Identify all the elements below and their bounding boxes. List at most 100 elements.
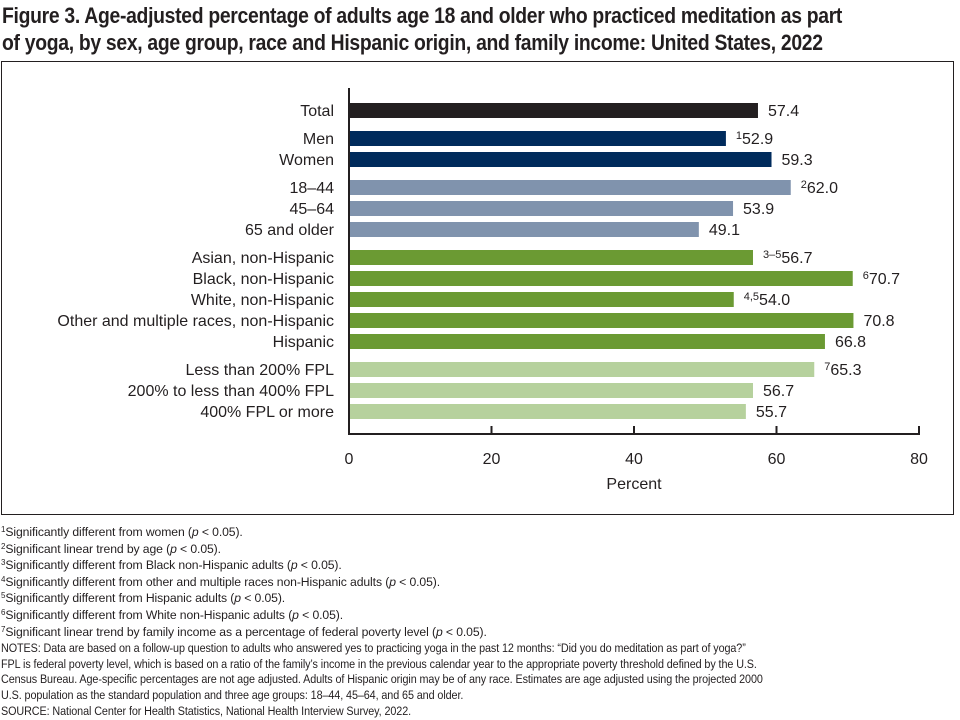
- category-label-400-fpl-or-more: 400% FPL or more: [200, 404, 334, 421]
- bar-65-and-older: [350, 222, 699, 237]
- category-label-18-44: 18–44: [290, 180, 335, 197]
- footnote-mark: 1: [1, 525, 6, 534]
- bar-other-and-multiple-races-non-hispanic: [350, 313, 854, 328]
- footnotes-block: 1Significantly different from women (p <…: [1, 525, 862, 719]
- p-symbol: p: [292, 607, 299, 622]
- footnote-text: < 0.05).: [442, 624, 487, 639]
- footnote-mark: 5: [1, 591, 6, 601]
- value-label-white-non-hispanic: 4,554.0: [744, 291, 791, 309]
- footnote-marker: 1: [736, 130, 742, 142]
- footnote-text: Significantly different from Hispanic ad…: [5, 591, 235, 606]
- footnote-mark: 6: [1, 607, 6, 617]
- footnote-text: Significantly different from women (: [5, 525, 192, 539]
- p-symbol: p: [234, 591, 241, 606]
- footnote-text: < 0.05).: [395, 574, 441, 589]
- footnote-text: < 0.05).: [297, 558, 342, 573]
- bar-chart: Total 57.4 Men 152.9 Women 59.3 18–44 262.0 45–6…: [57, 88, 928, 493]
- bar-white-non-hispanic: [350, 292, 734, 307]
- footnote-1: 1Significantly different from women (p <…: [1, 525, 862, 542]
- source-line: SOURCE: National Center for Health Stati…: [1, 703, 412, 718]
- bar-45-64: [350, 201, 734, 216]
- x-tick-label-40: 40: [625, 451, 643, 468]
- bar-black-non-hispanic: [350, 271, 853, 286]
- bar-200-to-less-than-400-fpl: [350, 383, 753, 398]
- category-label-45-64: 45–64: [290, 201, 335, 218]
- p-symbol: p: [170, 541, 177, 556]
- x-tick-label-0: 0: [345, 451, 354, 468]
- notes-list: NOTES: Data are based on a follow-up que…: [1, 641, 862, 719]
- footnote-mark: 2: [1, 541, 6, 551]
- footnote-text: Significantly different from Black non-H…: [5, 558, 291, 573]
- footnote-4: 4Significantly different from other and …: [1, 575, 862, 592]
- footnote-text: Significantly different from White non-H…: [5, 607, 293, 622]
- value-text: 62.0: [807, 180, 838, 197]
- value-text: 70.7: [869, 271, 900, 288]
- footnote-3: 3Significantly different from Black non-…: [1, 558, 862, 575]
- x-tick-label-80: 80: [910, 451, 928, 468]
- value-label-women: 59.3: [782, 152, 813, 169]
- footnote-text: Significantly different from other and m…: [5, 574, 390, 589]
- footnote-7: 7Significant linear trend by family inco…: [1, 625, 862, 642]
- value-label-asian-non-hispanic: 3–556.7: [763, 249, 813, 267]
- figure-title-line-2: of yoga, by sex, age group, race and His…: [2, 30, 823, 55]
- category-label-other-and-multiple-races-non-hispanic: Other and multiple races, non-Hispanic: [57, 313, 334, 330]
- bar-less-than-200-fpl: [350, 362, 815, 377]
- category-label-asian-non-hispanic: Asian, non-Hispanic: [192, 250, 334, 267]
- category-label-less-than-200-fpl: Less than 200% FPL: [185, 362, 334, 379]
- footnote-text: < 0.05).: [176, 541, 221, 556]
- value-text: 52.9: [742, 131, 773, 148]
- value-label-less-than-200-fpl: 765.3: [824, 361, 861, 379]
- bar-women: [350, 152, 772, 167]
- notes-line: NOTES: Data are based on a follow-up que…: [1, 641, 746, 656]
- notes-line: Census Bureau. Age-specific percentages …: [1, 672, 763, 687]
- notes-line: FPL is federal poverty level, which is b…: [1, 656, 757, 671]
- value-text: 65.3: [830, 362, 861, 379]
- footnote-mark: 3: [1, 558, 6, 568]
- p-symbol: p: [191, 525, 199, 539]
- value-label-18-44: 262.0: [801, 179, 838, 197]
- footnote-6: 6Significantly different from White non-…: [1, 608, 862, 625]
- footnote-2: 2Significant linear trend by age (p < 0.…: [1, 542, 862, 559]
- bar-asian-non-hispanic: [350, 250, 753, 265]
- footnote-text: < 0.05).: [198, 525, 243, 539]
- footnote-list: 1Significantly different from women (p <…: [1, 525, 862, 641]
- value-label-men: 152.9: [736, 130, 773, 148]
- p-symbol: p: [389, 574, 396, 589]
- footnote-text: Significant linear trend by family incom…: [5, 624, 436, 639]
- x-axis-title: Percent: [606, 476, 662, 493]
- bar-400-fpl-or-more: [350, 404, 746, 419]
- value-label-400-fpl-or-more: 55.7: [756, 404, 787, 421]
- footnote-marker: 2: [801, 179, 807, 191]
- value-label-65-and-older: 49.1: [709, 222, 740, 239]
- category-label-men: Men: [303, 131, 334, 148]
- bar-total: [350, 103, 758, 118]
- value-label-45-64: 53.9: [743, 201, 774, 218]
- footnote-marker: 3–5: [763, 249, 781, 261]
- footnote-mark: 4: [1, 574, 6, 584]
- figure-title-line-1: Figure 3. Age-adjusted percentage of adu…: [2, 3, 843, 28]
- value-text: 54.0: [759, 292, 790, 309]
- chart-frame: [1, 61, 954, 515]
- p-symbol: p: [290, 558, 298, 573]
- footnote-text: < 0.05).: [298, 607, 344, 622]
- footnote-marker: 4,5: [744, 291, 759, 303]
- bar-hispanic: [350, 334, 825, 349]
- category-label-total: Total: [300, 103, 334, 120]
- value-label-black-non-hispanic: 670.7: [863, 270, 900, 288]
- footnote-mark: 7: [1, 624, 6, 634]
- category-label-65-and-older: 65 and older: [245, 222, 335, 239]
- figure-title: Figure 3. Age-adjusted percentage of adu…: [2, 2, 843, 56]
- footnote-text: Significant linear trend by age (: [5, 541, 171, 556]
- x-tick-label-20: 20: [483, 451, 501, 468]
- value-text: 56.7: [781, 250, 812, 267]
- footnote-5: 5Significantly different from Hispanic a…: [1, 591, 862, 608]
- value-label-hispanic: 66.8: [835, 334, 866, 351]
- footnote-marker: 7: [824, 361, 830, 373]
- footnote-marker: 6: [863, 270, 869, 282]
- value-label-200-to-less-than-400-fpl: 56.7: [763, 383, 794, 400]
- bar-men: [350, 131, 726, 146]
- notes-line: U.S. population as the standard populati…: [1, 687, 464, 702]
- p-symbol: p: [435, 624, 443, 639]
- value-label-other-and-multiple-races-non-hispanic: 70.8: [863, 313, 894, 330]
- category-label-black-non-hispanic: Black, non-Hispanic: [193, 271, 334, 288]
